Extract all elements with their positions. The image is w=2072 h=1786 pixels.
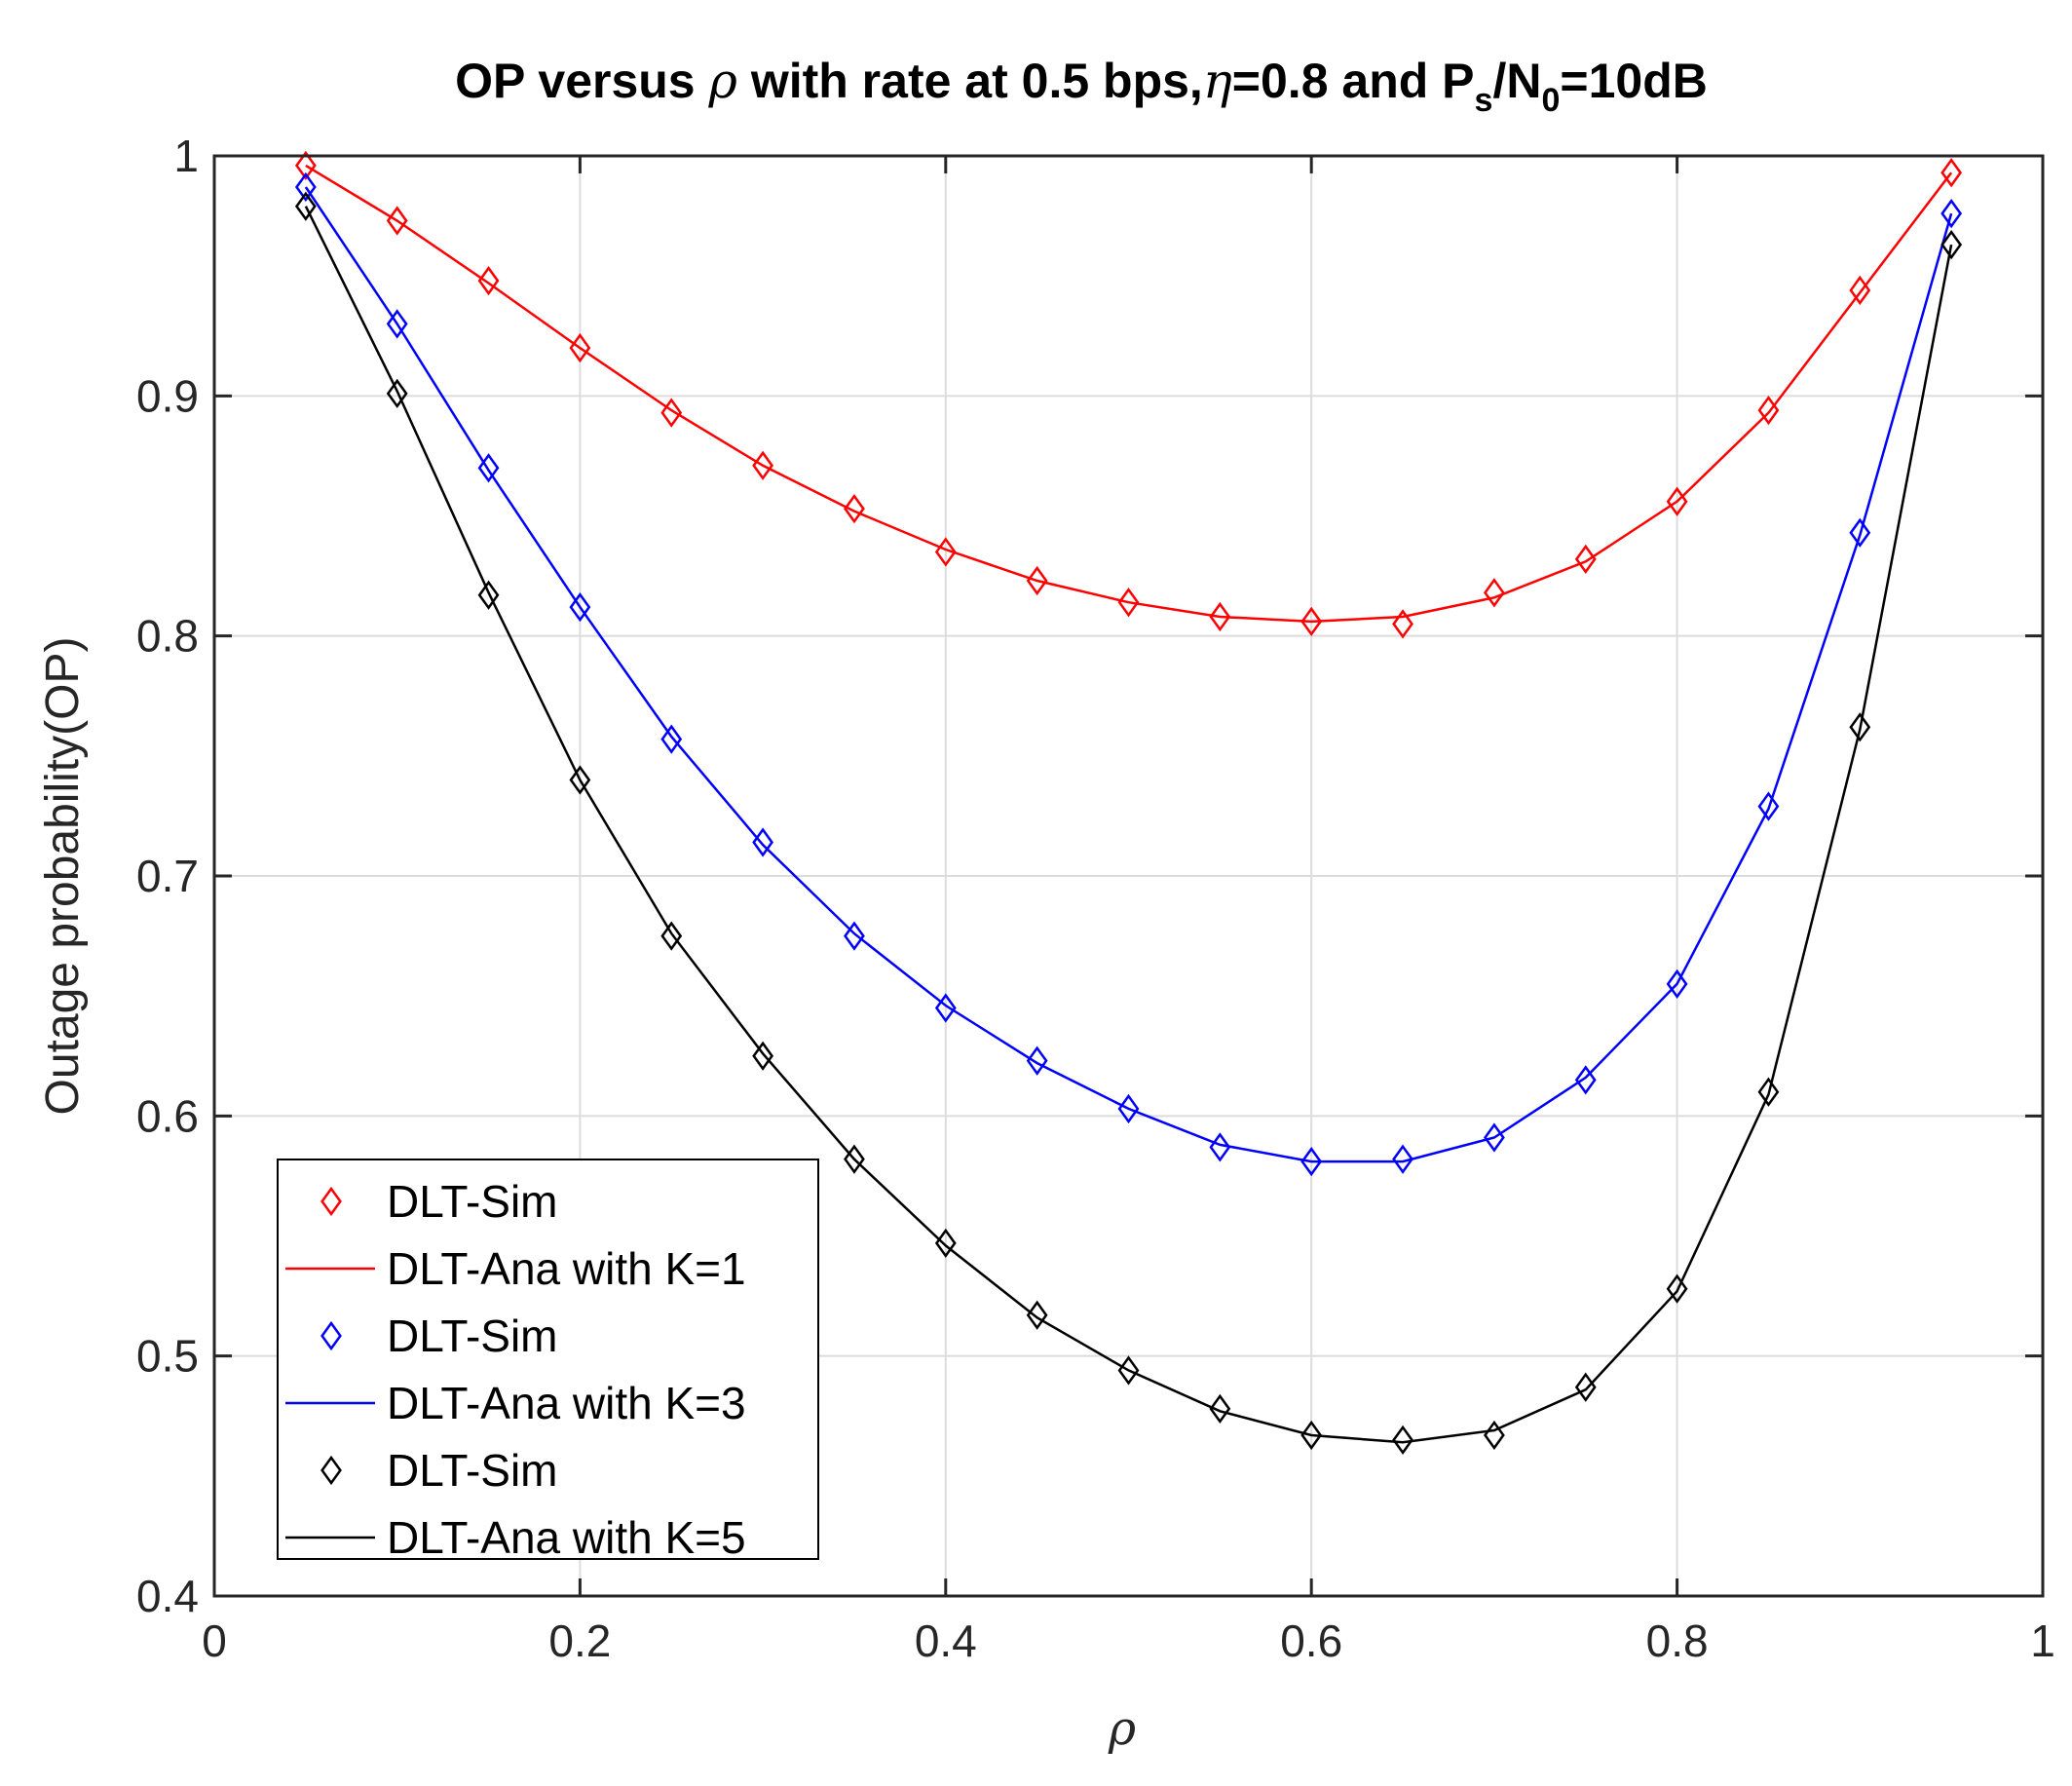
data-point-k5 xyxy=(1483,1420,1505,1451)
legend-marker-sim xyxy=(320,1186,342,1217)
x-tick-label: 0.8 xyxy=(1646,1615,1709,1666)
x-tick-label: 0.2 xyxy=(548,1615,611,1666)
series-markers xyxy=(294,150,1963,1456)
series-lines xyxy=(304,164,1953,1444)
data-point-k3 xyxy=(1392,1144,1413,1174)
x-tick-label: 1 xyxy=(2030,1615,2055,1666)
x-tick-label: 0 xyxy=(202,1615,227,1666)
data-point-k3 xyxy=(294,171,317,203)
data-point-k3 xyxy=(569,591,591,623)
data-point-k5 xyxy=(752,1041,774,1071)
data-point-k5 xyxy=(1849,712,1871,742)
data-point-k3 xyxy=(1026,1045,1048,1076)
data-point-k1 xyxy=(1666,486,1688,516)
legend-label-ana: DLT-Ana with K=1 xyxy=(387,1243,746,1294)
legend-box xyxy=(277,1159,819,1560)
data-point-k1 xyxy=(1209,601,1231,632)
data-point-k3 xyxy=(752,827,774,857)
data-point-k1 xyxy=(752,450,774,480)
data-point-k1 xyxy=(1757,395,1780,426)
y-tick-label: 0.8 xyxy=(136,611,199,662)
y-tick-label: 0.4 xyxy=(136,1571,199,1621)
data-point-k3 xyxy=(386,309,408,339)
data-point-k1 xyxy=(844,493,865,524)
data-point-k5 xyxy=(1757,1077,1780,1107)
data-point-k1 xyxy=(477,265,500,296)
data-point-k5 xyxy=(386,378,408,409)
data-point-k3 xyxy=(1117,1093,1140,1124)
data-point-k5 xyxy=(294,191,317,221)
data-point-k1 xyxy=(1300,606,1323,637)
legend-label-sim: DLT-Sim xyxy=(387,1445,558,1496)
data-point-k3 xyxy=(1483,1122,1505,1153)
x-tick-label: 0.4 xyxy=(915,1615,977,1666)
data-point-k1 xyxy=(1026,565,1048,596)
series-line-k3 xyxy=(304,186,1953,1163)
data-point-k3 xyxy=(477,453,500,483)
y-tick-label: 0.5 xyxy=(136,1331,199,1382)
data-point-k3 xyxy=(1666,969,1688,999)
data-point-k3 xyxy=(934,993,957,1023)
data-point-k1 xyxy=(660,398,683,428)
data-point-k3 xyxy=(1757,791,1780,821)
data-point-k1 xyxy=(1392,609,1413,639)
data-point-k3 xyxy=(1574,1065,1597,1095)
data-point-k1 xyxy=(386,206,408,236)
legend-label-ana: DLT-Ana with K=3 xyxy=(387,1378,746,1428)
axis-tick-labels: 0 0.2 0.4 0.6 0.8 1 0.4 0.5 0.6 0.7 0.8 0.9 1 xyxy=(136,131,2055,1666)
data-point-k5 xyxy=(1574,1372,1597,1402)
y-axis-label: Outage probability(OP) xyxy=(37,637,89,1116)
data-point-k5 xyxy=(1209,1393,1231,1424)
data-point-k5 xyxy=(1026,1300,1048,1330)
data-point-k5 xyxy=(1392,1425,1413,1456)
plot-frame xyxy=(212,154,2045,1598)
data-point-k3 xyxy=(1300,1146,1323,1177)
data-point-k1 xyxy=(1849,275,1871,306)
y-tick-label: 0.6 xyxy=(136,1090,199,1141)
data-point-k3 xyxy=(1849,517,1871,548)
data-point-k5 xyxy=(1117,1355,1140,1386)
data-point-k1 xyxy=(934,537,957,567)
y-tick-label: 0.9 xyxy=(136,370,199,421)
legend-marker-sim xyxy=(320,1455,342,1486)
data-point-k5 xyxy=(660,921,683,951)
data-point-k5 xyxy=(1300,1420,1323,1451)
legend-label-ana: DLT-Ana with K=5 xyxy=(387,1512,746,1563)
series-line-k5 xyxy=(304,206,1953,1444)
data-point-k1 xyxy=(1940,158,1963,188)
data-point-k5 xyxy=(1666,1273,1688,1304)
legend-label-sim: DLT-Sim xyxy=(387,1176,558,1227)
data-point-k1 xyxy=(294,150,317,180)
data-point-k1 xyxy=(1483,578,1505,608)
data-point-k5 xyxy=(1940,230,1963,260)
legend-marker-sim xyxy=(320,1320,342,1351)
chart-title: OP versus ρ with rate at 0.5 bps,η=0.8 a… xyxy=(455,53,1708,119)
data-point-k5 xyxy=(844,1144,865,1174)
x-tick-label: 0.6 xyxy=(1280,1615,1342,1666)
data-point-k1 xyxy=(1574,544,1597,574)
data-point-k3 xyxy=(844,921,865,951)
x-axis-label: ρ xyxy=(1108,1701,1136,1756)
data-point-k5 xyxy=(569,765,591,795)
y-tick-label: 1 xyxy=(173,131,199,181)
series-line-k1 xyxy=(305,164,1953,624)
y-tick-label: 0.7 xyxy=(136,851,199,901)
data-point-k1 xyxy=(569,332,591,363)
data-point-k1 xyxy=(1117,588,1140,618)
legend: DLT-Sim DLT-Ana with K=1 DLT-Sim DLT-Ana wi… xyxy=(277,1159,819,1563)
data-point-k3 xyxy=(660,724,683,754)
legend-label-sim: DLT-Sim xyxy=(387,1311,558,1361)
data-point-k5 xyxy=(934,1228,957,1259)
data-point-k5 xyxy=(477,580,500,610)
data-point-k3 xyxy=(1940,198,1963,229)
data-point-k3 xyxy=(1209,1132,1231,1162)
